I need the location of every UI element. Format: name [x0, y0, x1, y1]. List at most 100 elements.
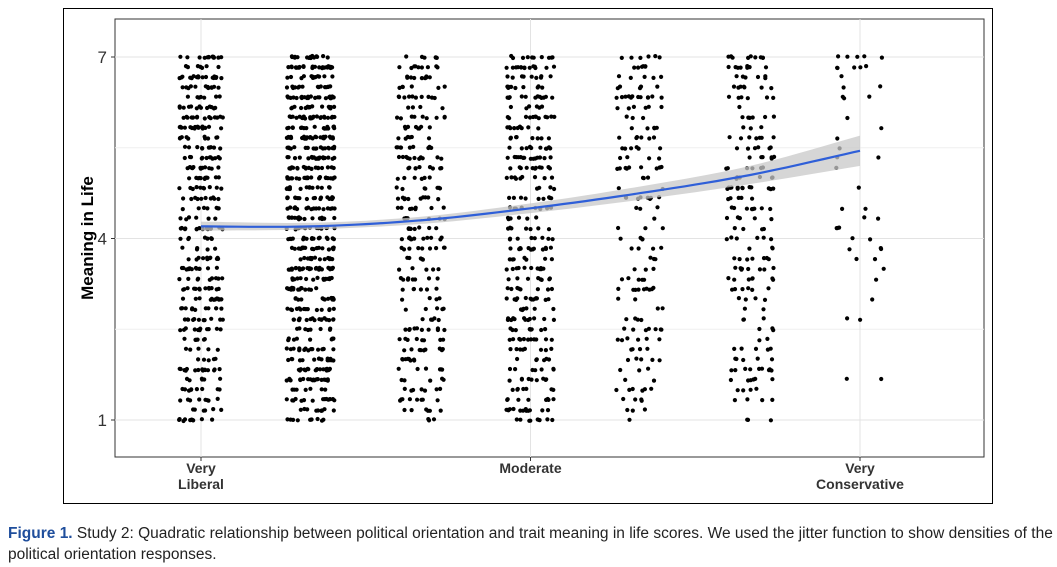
- data-point: [192, 286, 197, 291]
- data-point: [510, 266, 515, 272]
- data-point: [543, 337, 549, 342]
- data-point: [760, 155, 765, 160]
- data-point: [505, 317, 510, 322]
- data-point: [309, 207, 314, 212]
- data-point: [181, 105, 186, 110]
- data-point: [205, 85, 210, 90]
- data-point: [632, 65, 637, 70]
- data-point: [543, 327, 548, 332]
- data-point: [771, 114, 777, 119]
- data-point: [287, 166, 292, 171]
- data-point: [198, 64, 203, 69]
- data-point: [180, 85, 185, 90]
- data-point: [657, 156, 662, 161]
- data-point: [216, 64, 221, 70]
- data-point: [177, 277, 182, 282]
- data-point: [530, 166, 535, 171]
- data-point: [206, 136, 211, 141]
- data-point: [310, 216, 315, 221]
- data-point: [545, 287, 551, 292]
- data-point: [327, 318, 332, 323]
- data-point: [206, 347, 211, 352]
- data-point: [841, 85, 846, 90]
- data-point: [410, 105, 415, 110]
- data-point: [633, 316, 638, 321]
- data-point: [649, 386, 654, 391]
- data-point: [768, 206, 773, 212]
- data-point: [516, 397, 521, 402]
- data-point: [741, 357, 746, 363]
- data-point: [310, 398, 315, 403]
- data-point: [659, 104, 664, 110]
- data-point: [526, 125, 531, 130]
- data-point: [732, 277, 737, 282]
- data-point: [724, 237, 729, 242]
- data-point: [396, 366, 401, 371]
- data-point: [317, 257, 322, 262]
- data-point: [203, 136, 208, 141]
- data-point: [417, 165, 422, 170]
- data-point: [322, 65, 327, 70]
- data-point: [539, 55, 544, 60]
- data-point: [286, 95, 291, 100]
- data-point: [402, 407, 407, 413]
- data-point: [303, 287, 308, 292]
- data-point: [209, 236, 214, 241]
- data-point: [770, 326, 775, 331]
- data-point: [179, 265, 185, 271]
- data-point: [529, 377, 534, 382]
- data-point: [437, 296, 442, 301]
- data-point: [206, 216, 211, 221]
- data-point: [311, 247, 316, 252]
- data-point: [540, 247, 545, 252]
- data-point: [200, 155, 205, 160]
- data-point: [748, 387, 753, 392]
- data-point: [750, 256, 755, 261]
- data-point: [182, 144, 188, 149]
- data-point: [845, 115, 850, 121]
- data-point: [642, 387, 648, 392]
- data-point: [191, 317, 196, 322]
- data-point: [527, 115, 533, 120]
- data-point: [413, 205, 418, 210]
- data-point: [771, 277, 776, 282]
- data-point: [314, 367, 320, 372]
- data-point: [729, 235, 734, 240]
- data-point: [430, 317, 435, 322]
- data-point: [726, 64, 731, 70]
- data-point: [504, 296, 509, 301]
- data-point: [551, 387, 556, 392]
- data-point: [309, 175, 314, 180]
- data-point: [289, 65, 294, 70]
- data-point: [219, 186, 224, 191]
- data-point: [623, 146, 628, 151]
- data-point: [315, 185, 320, 190]
- data-point: [636, 287, 641, 292]
- data-point: [216, 286, 221, 291]
- data-point: [540, 408, 545, 413]
- data-point: [527, 144, 533, 149]
- data-point: [303, 346, 308, 351]
- data-point: [436, 317, 441, 323]
- data-point: [325, 165, 330, 170]
- data-point: [409, 347, 414, 352]
- data-point: [517, 336, 522, 342]
- data-point: [645, 126, 650, 131]
- data-point: [439, 166, 444, 171]
- data-point: [626, 106, 631, 111]
- data-point: [213, 276, 219, 281]
- data-point: [402, 348, 407, 353]
- data-point: [532, 306, 537, 311]
- data-point: [638, 206, 643, 211]
- data-point: [208, 196, 213, 201]
- data-point: [423, 366, 429, 371]
- data-point: [303, 145, 308, 150]
- data-point: [429, 95, 435, 100]
- data-point: [760, 55, 766, 61]
- y-tick-label: 7: [98, 48, 107, 67]
- data-point: [766, 368, 772, 373]
- data-point: [761, 226, 767, 232]
- data-point: [619, 95, 625, 100]
- data-point: [521, 386, 526, 392]
- data-point: [312, 357, 317, 362]
